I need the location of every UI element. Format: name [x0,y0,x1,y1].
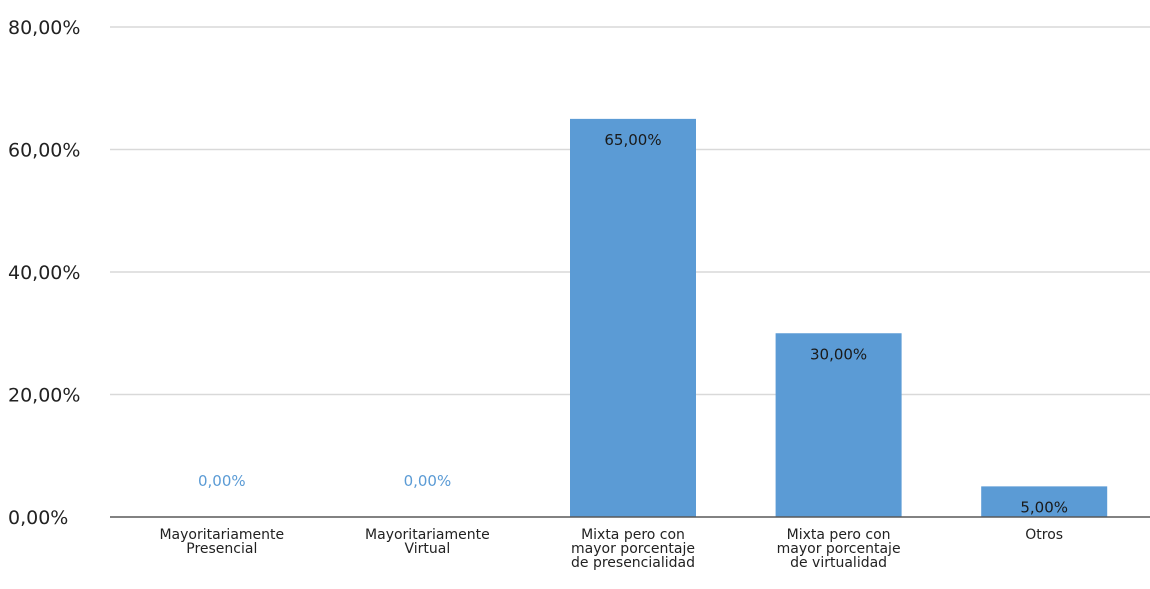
y-tick-label: 80,00% [8,17,80,39]
data-label: 65,00% [604,131,661,149]
y-tick-label: 60,00% [8,140,80,162]
y-tick-label: 40,00% [8,262,80,284]
data-label: 0,00% [198,472,246,490]
x-tick-label: Mixta pero con [581,527,685,543]
x-tick-label: mayor porcentaje [571,541,695,557]
bars [570,118,1108,517]
bar [775,333,902,517]
labels: 0,00% 20,00% 40,00% 60,00% 80,00% 0,00% Mayori… [8,17,1068,571]
bar [570,118,696,517]
data-label: 0,00% [404,472,452,490]
bar [981,486,1108,517]
x-tick-label: de virtualidad [790,555,887,571]
data-label: 5,00% [1020,498,1068,516]
y-tick-label: 20,00% [8,385,80,407]
x-tick-label: Otros [1025,527,1063,543]
x-tick-label: Virtual [405,541,451,557]
x-tick-label: de presencialidad [571,555,695,571]
data-label: 30,00% [810,345,867,363]
x-tick-label: Mayoritariamente [159,527,284,543]
x-tick-label: Mixta pero con [787,527,891,543]
y-tick-label: 0,00% [8,507,68,529]
x-tick-label: mayor porcentaje [777,541,901,557]
x-tick-label: Presencial [186,541,257,557]
x-tick-label: Mayoritariamente [365,527,490,543]
